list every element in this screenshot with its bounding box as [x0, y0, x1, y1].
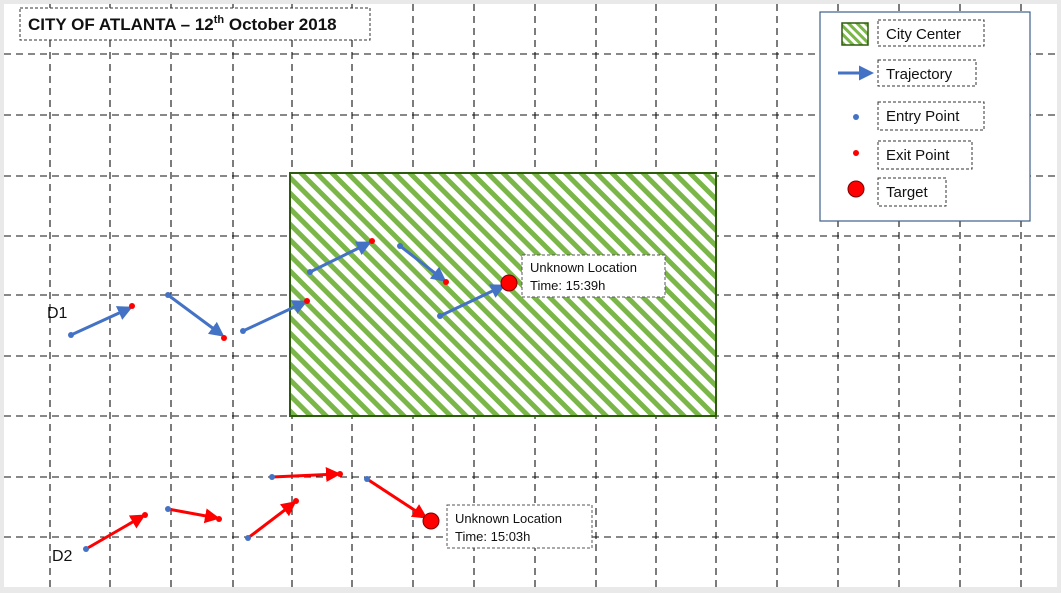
map-title: CITY OF ATLANTA – 12th October 2018 [28, 14, 337, 34]
d1-trajectory-segment [70, 306, 133, 337]
d1-trajectory-segment [309, 241, 372, 274]
legend-city-center-label: City Center [886, 26, 961, 43]
d2-exit-point [337, 471, 343, 477]
title-superscript: th [214, 14, 225, 26]
d1-exit-points [129, 238, 449, 341]
d2-trajectory-segment [271, 467, 341, 483]
d1-target [500, 274, 518, 292]
d2-exit-point [293, 498, 299, 504]
d2-entry-point [269, 474, 275, 480]
d2-exit-points [142, 471, 343, 522]
d1-entry-point [307, 269, 313, 275]
legend-exit-point-label: Exit Point [886, 147, 950, 164]
d1-exit-point [304, 298, 310, 304]
d1-entry-points [68, 243, 443, 338]
legend-entry-point-dot [853, 114, 859, 120]
d1-entry-point [165, 292, 171, 298]
d1-label: D1 [47, 305, 68, 322]
d1-target-time: Time: 15:39h [530, 278, 605, 293]
legend-entry-point-label: Entry Point [886, 108, 960, 125]
title-box: CITY OF ATLANTA – 12th October 2018 [19, 7, 371, 41]
d2-entry-point [83, 546, 89, 552]
d1-target-location: Unknown Location [530, 260, 637, 275]
d2-target-callout: Unknown Location Time: 15:03h [446, 504, 593, 549]
d2-entry-point [245, 535, 251, 541]
d2-trajectory-segment [366, 477, 428, 519]
title-prefix: CITY OF ATLANTA – 12 [28, 15, 214, 34]
d2-target-location: Unknown Location [455, 511, 562, 526]
d1-exit-point [369, 238, 375, 244]
d2-trajectory-segment [85, 514, 146, 551]
d1-target-callout: Unknown Location Time: 15:39h [521, 254, 666, 298]
d1-trajectory-segment [242, 300, 308, 333]
d2-exit-point [216, 516, 222, 522]
d1-trajectories [70, 241, 506, 337]
d1-entry-point [397, 243, 403, 249]
d1-entry-point [437, 313, 443, 319]
d2-trajectory-segment [167, 507, 220, 524]
d1-exit-point [443, 279, 449, 285]
d1-trajectory-segment [167, 293, 225, 337]
d2-entry-point [165, 506, 171, 512]
d2-entry-points [83, 474, 370, 552]
d2-exit-point [142, 512, 148, 518]
legend-target-label: Target [886, 184, 929, 201]
title-suffix: October 2018 [224, 15, 336, 34]
d2-target-time: Time: 15:03h [455, 529, 530, 544]
d1-entry-point [68, 332, 74, 338]
d1-entry-point [240, 328, 246, 334]
d2-label: D2 [52, 548, 73, 565]
legend: City Center Trajectory Entry Point Exit … [819, 11, 1031, 222]
d1-trajectory-segment [439, 284, 506, 318]
legend-exit-point-dot [853, 150, 859, 156]
legend-trajectory-label: Trajectory [886, 66, 953, 83]
d2-trajectory-segment [247, 501, 297, 540]
d1-trajectory-segment [399, 244, 447, 282]
d1-exit-point [221, 335, 227, 341]
legend-target-dot [847, 180, 865, 198]
legend-city-center-swatch [841, 22, 869, 46]
d1-exit-point [129, 303, 135, 309]
d2-trajectories [85, 467, 428, 551]
d2-target [422, 512, 440, 530]
d2-entry-point [364, 476, 370, 482]
